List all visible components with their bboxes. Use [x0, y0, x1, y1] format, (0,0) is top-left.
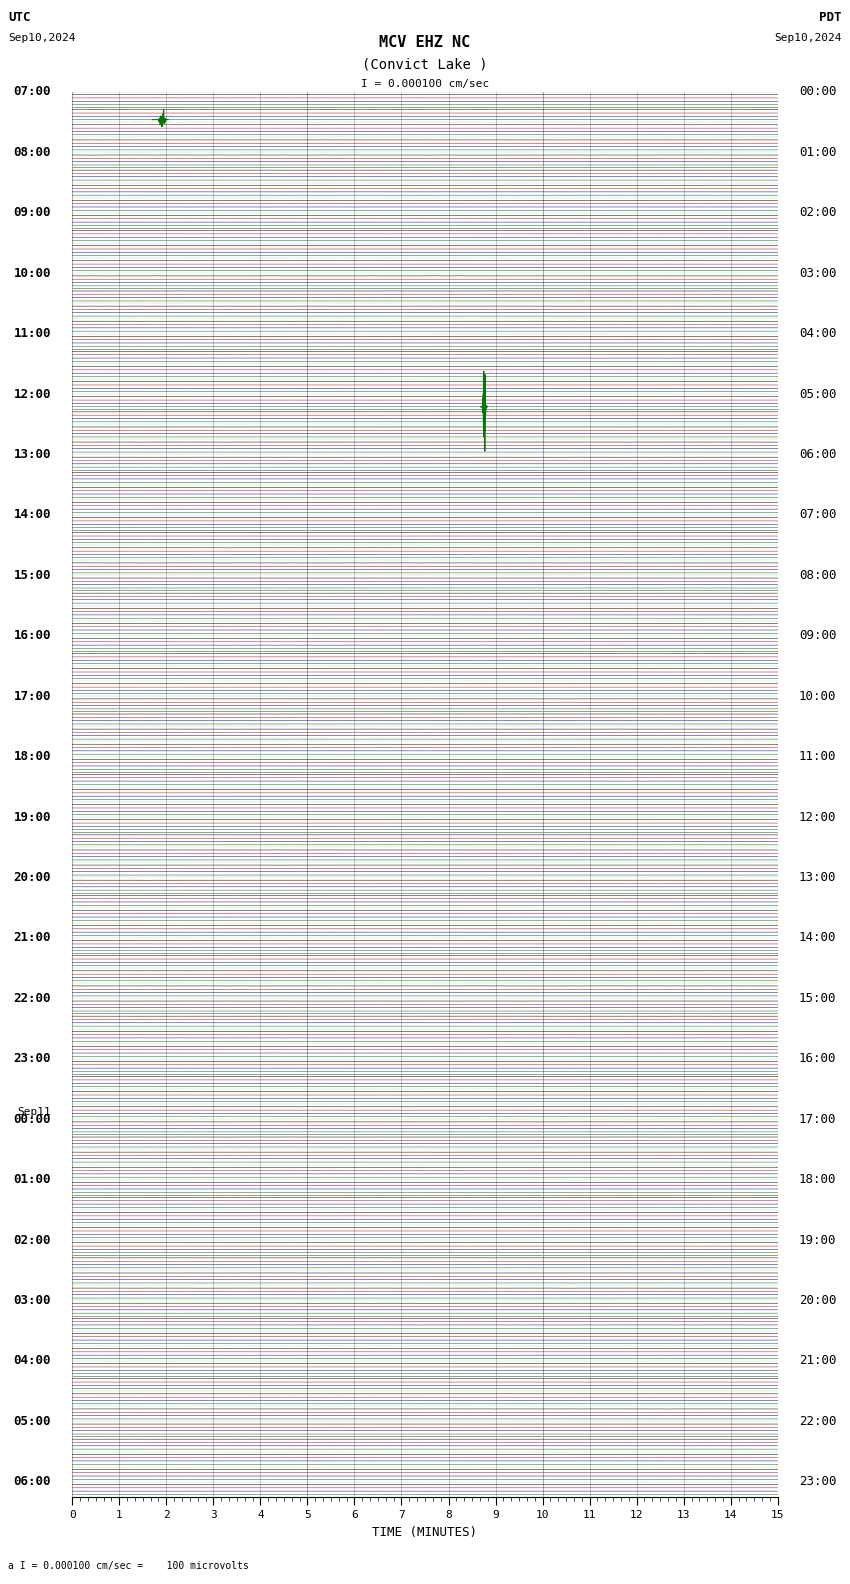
Text: 20:00: 20:00	[14, 871, 51, 884]
Text: 18:00: 18:00	[799, 1174, 836, 1186]
Text: 16:00: 16:00	[799, 1052, 836, 1066]
Text: 12:00: 12:00	[799, 811, 836, 824]
Text: 13:00: 13:00	[799, 871, 836, 884]
Text: Sep10,2024: Sep10,2024	[774, 33, 842, 43]
Text: 21:00: 21:00	[14, 931, 51, 944]
Text: 11:00: 11:00	[799, 751, 836, 763]
Text: 11:00: 11:00	[14, 326, 51, 341]
Text: 13:00: 13:00	[14, 448, 51, 461]
Text: 14:00: 14:00	[14, 508, 51, 521]
Text: 15:00: 15:00	[14, 569, 51, 581]
Text: 22:00: 22:00	[14, 992, 51, 1004]
Text: (Convict Lake ): (Convict Lake )	[362, 57, 488, 71]
Text: 07:00: 07:00	[799, 508, 836, 521]
Text: 14:00: 14:00	[799, 931, 836, 944]
Text: 09:00: 09:00	[14, 206, 51, 219]
Text: UTC: UTC	[8, 11, 31, 24]
Text: 10:00: 10:00	[799, 689, 836, 703]
Text: 08:00: 08:00	[799, 569, 836, 581]
Text: 06:00: 06:00	[14, 1475, 51, 1489]
X-axis label: TIME (MINUTES): TIME (MINUTES)	[372, 1525, 478, 1538]
Text: 22:00: 22:00	[799, 1415, 836, 1427]
Text: a I = 0.000100 cm/sec =    100 microvolts: a I = 0.000100 cm/sec = 100 microvolts	[8, 1562, 249, 1571]
Text: 01:00: 01:00	[14, 1174, 51, 1186]
Text: 21:00: 21:00	[799, 1354, 836, 1367]
Text: PDT: PDT	[819, 11, 842, 24]
Text: 23:00: 23:00	[14, 1052, 51, 1066]
Text: I = 0.000100 cm/sec: I = 0.000100 cm/sec	[361, 79, 489, 89]
Text: MCV EHZ NC: MCV EHZ NC	[379, 35, 471, 49]
Text: 20:00: 20:00	[799, 1294, 836, 1307]
Text: 09:00: 09:00	[799, 629, 836, 642]
Text: Sep11: Sep11	[17, 1107, 51, 1117]
Text: 19:00: 19:00	[799, 1234, 836, 1247]
Text: 15:00: 15:00	[799, 992, 836, 1004]
Text: 02:00: 02:00	[14, 1234, 51, 1247]
Text: 17:00: 17:00	[14, 689, 51, 703]
Text: 23:00: 23:00	[799, 1475, 836, 1489]
Text: 10:00: 10:00	[14, 266, 51, 280]
Text: 08:00: 08:00	[14, 146, 51, 158]
Text: 07:00: 07:00	[14, 86, 51, 98]
Text: 00:00: 00:00	[799, 86, 836, 98]
Text: 18:00: 18:00	[14, 751, 51, 763]
Text: 12:00: 12:00	[14, 388, 51, 401]
Text: 00:00: 00:00	[14, 1112, 51, 1126]
Text: 19:00: 19:00	[14, 811, 51, 824]
Text: 06:00: 06:00	[799, 448, 836, 461]
Text: 05:00: 05:00	[799, 388, 836, 401]
Text: 03:00: 03:00	[799, 266, 836, 280]
Text: 03:00: 03:00	[14, 1294, 51, 1307]
Text: 01:00: 01:00	[799, 146, 836, 158]
Text: 05:00: 05:00	[14, 1415, 51, 1427]
Text: 16:00: 16:00	[14, 629, 51, 642]
Text: 04:00: 04:00	[14, 1354, 51, 1367]
Text: Sep10,2024: Sep10,2024	[8, 33, 76, 43]
Text: 02:00: 02:00	[799, 206, 836, 219]
Text: 04:00: 04:00	[799, 326, 836, 341]
Text: 17:00: 17:00	[799, 1112, 836, 1126]
